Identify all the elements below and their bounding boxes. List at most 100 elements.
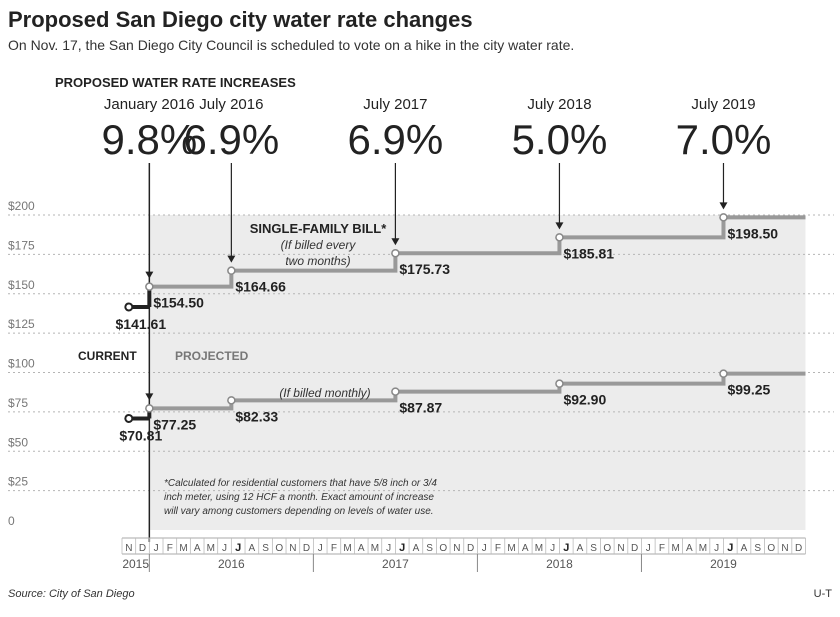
month-tick-label: M	[535, 543, 543, 554]
month-tick-label: J	[714, 543, 719, 554]
month-tick-label: J	[235, 542, 241, 554]
month-tick-label: A	[522, 543, 529, 554]
y-tick-label: $150	[8, 278, 35, 292]
y-tick-label: $125	[8, 317, 35, 331]
month-tick-label: O	[603, 543, 611, 554]
rate-increase-events: January 2016 9.8%July 2016 6.9% July 2017 6.…	[101, 96, 771, 542]
series-note-line-2: two months)	[285, 254, 350, 268]
event-percent-label: 9.8%	[101, 116, 197, 163]
month-tick-label: F	[495, 543, 501, 554]
event-percent-label: 7.0%	[676, 116, 772, 163]
month-tick-label: J	[482, 543, 487, 554]
event-date-label: January 2016	[104, 96, 195, 113]
month-tick-label: F	[659, 543, 665, 554]
step-marker	[719, 369, 728, 378]
page-title: Proposed San Diego city water rate chang…	[8, 7, 473, 32]
y-tick-label: $25	[8, 475, 28, 489]
value-label: $87.87	[399, 400, 442, 416]
event-arrow-head	[555, 222, 564, 230]
month-tick-label: M	[507, 543, 515, 554]
step-marker	[391, 387, 400, 396]
value-label: $77.25	[153, 416, 196, 432]
month-tick-label: D	[795, 543, 802, 554]
month-tick-label: F	[167, 543, 173, 554]
month-tick-label: D	[139, 543, 146, 554]
value-label: $92.90	[563, 392, 606, 408]
month-tick-label: N	[453, 543, 460, 554]
series-note-line-1: (If billed every	[281, 238, 357, 252]
value-label: $175.73	[399, 261, 450, 277]
year-label: 2015	[122, 557, 149, 571]
month-tick-label: M	[207, 543, 215, 554]
year-label: 2019	[710, 557, 737, 571]
page-subtitle: On Nov. 17, the San Diego City Council i…	[8, 37, 574, 53]
y-tick-label: $100	[8, 357, 35, 371]
month-tick-label: J	[154, 543, 159, 554]
event-arrow-head-monthly	[145, 393, 154, 401]
month-tick-label: A	[686, 543, 693, 554]
y-tick-label: $75	[8, 396, 28, 410]
year-label: 2016	[218, 557, 245, 571]
month-tick-label: S	[426, 543, 433, 554]
month-tick-label: N	[289, 543, 296, 554]
month-tick-label: N	[125, 543, 132, 554]
month-tick-label: J	[646, 543, 651, 554]
step-marker	[391, 248, 400, 258]
step-marker	[719, 213, 728, 222]
event-date-label: July 2017	[363, 96, 427, 113]
event-date-label: July 2018	[527, 96, 591, 113]
event-percent-label: 5.0%	[512, 116, 608, 163]
y-axis-ticks: 0 $25 $50 $75 $100 $125 $150 $175 $200	[8, 199, 35, 528]
event-arrow-head	[391, 238, 400, 246]
event-percent-label: 6.9%	[183, 116, 279, 163]
month-tick-label: A	[741, 543, 748, 554]
month-tick-label: D	[467, 543, 474, 554]
current-rate-marker	[124, 413, 134, 423]
event-date-label: July 2016	[199, 96, 263, 113]
event-arrow-head	[145, 271, 154, 279]
y-tick-label: $50	[8, 435, 28, 449]
month-tick-label: M	[179, 543, 187, 554]
source-note: Source: City of San Diego	[8, 588, 135, 600]
event-percent-label: 6.9%	[348, 116, 444, 163]
month-tick-label: O	[275, 543, 283, 554]
step-marker	[227, 266, 236, 275]
month-tick-label: J	[550, 543, 555, 554]
footnote-line-1: *Calculated for residential customers th…	[164, 478, 437, 489]
value-label: $141.61	[116, 316, 167, 332]
month-tick-label: A	[577, 543, 584, 554]
month-tick-label: S	[262, 543, 269, 554]
step-marker	[555, 379, 564, 388]
month-tick-label: A	[358, 543, 365, 554]
event-date-label: July 2019	[691, 96, 755, 113]
section-title: PROPOSED WATER RATE INCREASES	[55, 75, 296, 90]
value-label: $154.50	[153, 295, 204, 311]
step-marker	[227, 396, 236, 405]
value-label: $164.66	[235, 279, 286, 295]
current-rate-marker	[124, 302, 134, 312]
month-tick-label: A	[413, 543, 420, 554]
month-tick-label: O	[767, 543, 775, 554]
month-tick-label: A	[194, 543, 201, 554]
y-tick-label: 0	[8, 514, 15, 528]
phase-label-projected: PROJECTED	[175, 349, 249, 363]
month-tick-label: M	[699, 543, 707, 554]
year-label: 2018	[546, 557, 573, 571]
step-marker	[555, 233, 564, 242]
value-label: $70.81	[119, 427, 162, 443]
month-tick-label: J	[727, 542, 733, 554]
month-tick-label: M	[371, 543, 379, 554]
month-tick-label: D	[631, 543, 638, 554]
step-marker	[145, 404, 154, 413]
month-tick-label: J	[386, 543, 391, 554]
value-label: $198.50	[727, 225, 778, 241]
value-label: $185.81	[563, 245, 614, 261]
value-labels: $141.61 $154.50 $164.66 $175.73 $185.81 $198.…	[116, 225, 779, 443]
month-tick-label: D	[303, 543, 310, 554]
month-tick-label: F	[331, 543, 337, 554]
value-label: $82.33	[235, 408, 278, 424]
month-tick-label: N	[617, 543, 624, 554]
